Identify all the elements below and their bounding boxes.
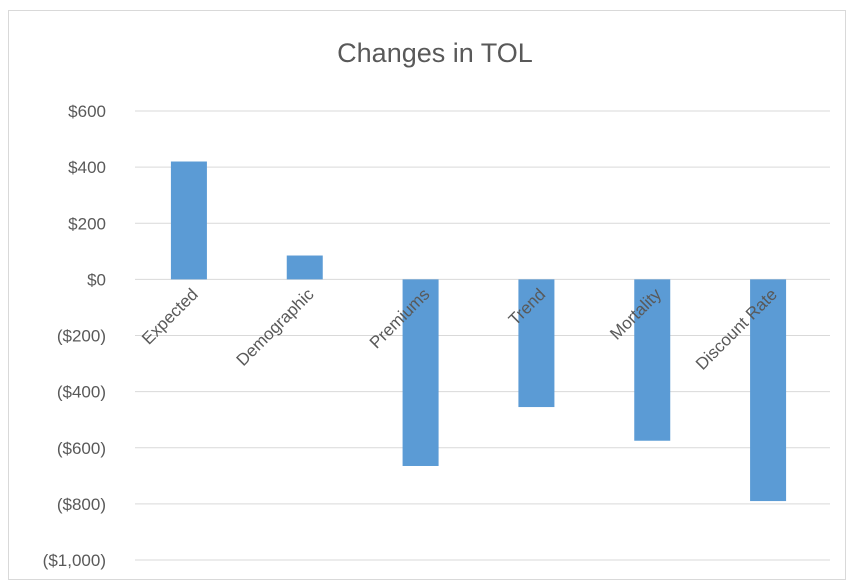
y-tick-label: ($400) — [57, 383, 106, 402]
x-tick-label: Demographic — [233, 284, 318, 369]
y-tick-label: $400 — [68, 158, 106, 177]
y-tick-label: ($1,000) — [43, 551, 106, 570]
bar-demographic — [286, 255, 323, 280]
bar-premiums — [402, 279, 439, 466]
bar-discount-rate — [750, 279, 787, 502]
bar-mortality — [634, 279, 671, 441]
x-tick-label: Expected — [138, 285, 202, 349]
y-tick-label: ($800) — [57, 495, 106, 514]
y-tick-label: $200 — [68, 214, 106, 233]
y-tick-label: ($200) — [57, 327, 106, 346]
bar-expected — [170, 161, 207, 280]
y-tick-label: $600 — [68, 102, 106, 121]
y-tick-label: $0 — [87, 270, 106, 289]
chart-title: Changes in TOL — [337, 38, 533, 68]
bar-trend — [518, 279, 555, 408]
y-tick-label: ($600) — [57, 439, 106, 458]
